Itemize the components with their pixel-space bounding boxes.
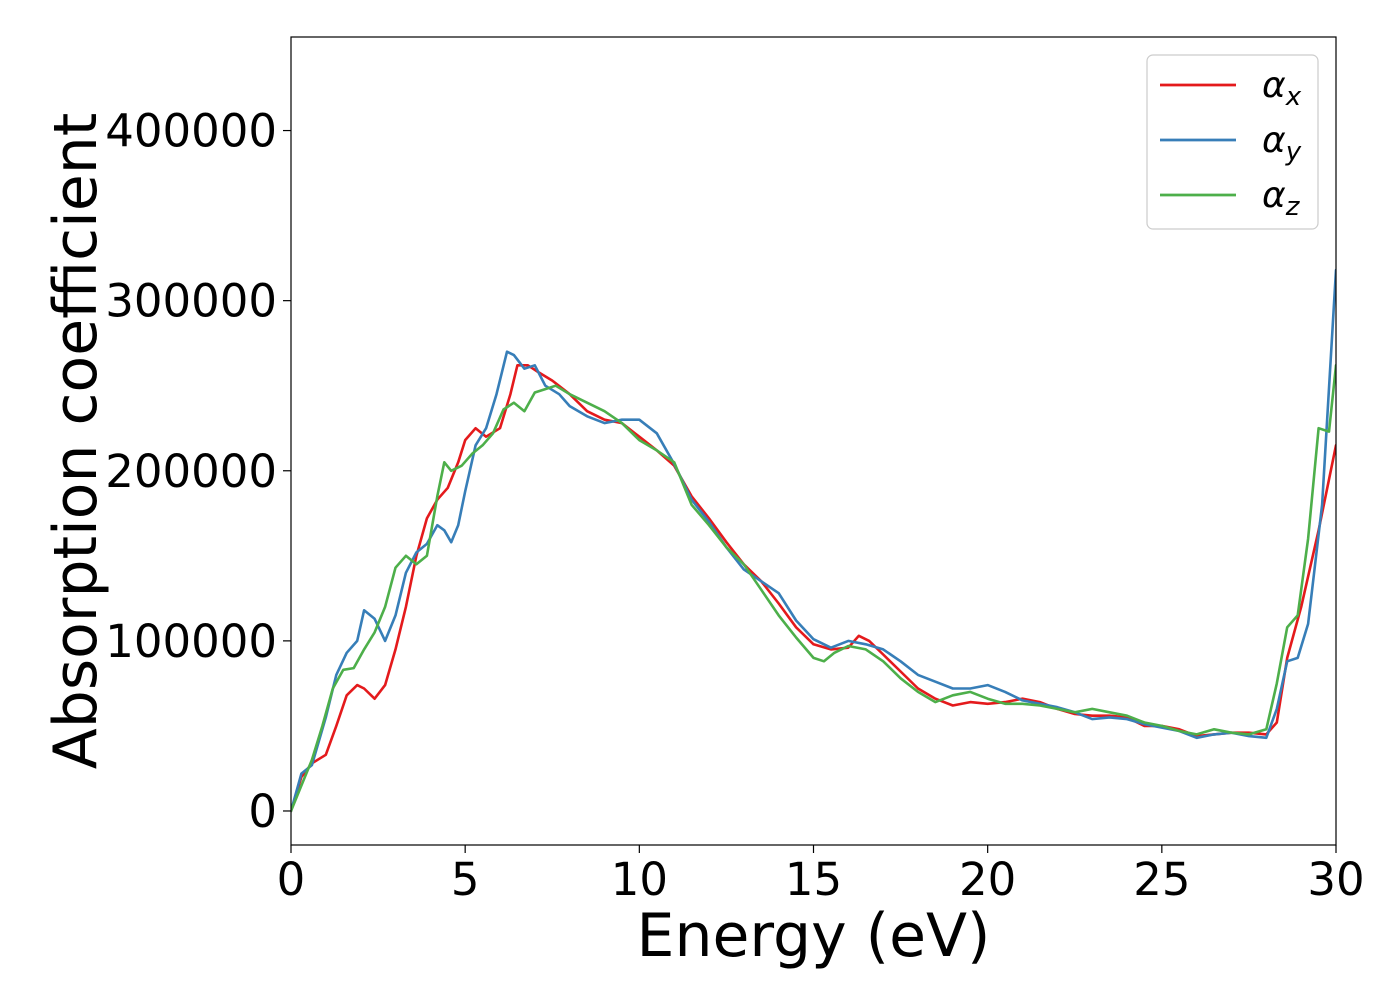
series-line-x [291, 363, 1336, 813]
legend-label-z: αz [1262, 175, 1301, 222]
x-tick-label: 5 [451, 853, 480, 906]
y-tick-label: 200000 [105, 445, 277, 498]
x-tick-label: 0 [277, 853, 306, 906]
legend-label-y: αy [1262, 120, 1302, 167]
y-axis-ticks: 0 100000 200000 300000 400000 [105, 105, 291, 838]
series-layer [291, 268, 1336, 813]
x-tick-label: 30 [1307, 853, 1364, 906]
x-tick-label: 10 [611, 853, 668, 906]
x-axis-label: Energy (eV) [637, 901, 991, 971]
y-tick-label: 100000 [105, 615, 277, 668]
x-tick-label: 25 [1133, 853, 1190, 906]
legend-box [1146, 54, 1319, 230]
series-line-z [291, 363, 1336, 813]
legend: αx αy αz [1146, 54, 1319, 230]
legend-label-x: αx [1262, 65, 1302, 112]
x-axis-ticks: 0 5 10 15 20 25 30 [277, 845, 1365, 906]
y-tick-label: 400000 [105, 105, 277, 158]
x-tick-label: 15 [785, 853, 842, 906]
y-tick-label: 300000 [105, 275, 277, 328]
y-tick-label: 0 [248, 785, 277, 838]
y-axis-label: Absorption coefficient [41, 113, 111, 770]
x-tick-label: 20 [959, 853, 1016, 906]
